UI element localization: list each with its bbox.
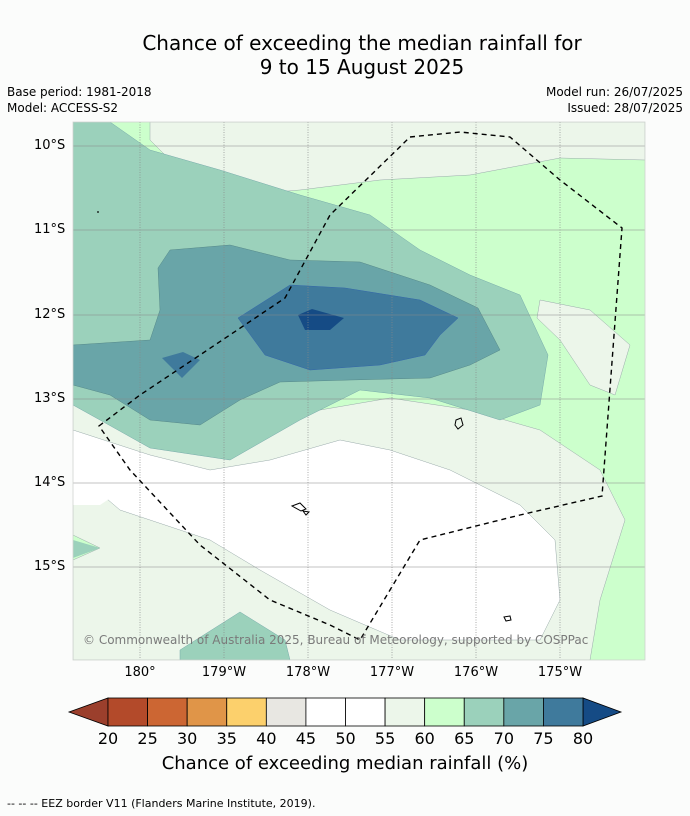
model-run: Model run: 26/07/2025 [545,85,683,99]
lat-label: 15°S [34,559,66,574]
contour-75-80 [237,284,459,371]
map-frame [72,121,646,661]
colorbar-segment [226,697,267,727]
lon-label: 178°W [285,665,331,680]
colorbar-tick-label: 40 [256,729,277,748]
colorbar-segment [503,697,544,727]
issued-date: Issued: 28/07/2025 [567,101,683,115]
model-info: Base period: 1981-2018 Model: ACCESS-S2 [7,84,152,116]
colorbar-tick-label: 65 [454,729,475,748]
lon-label: 180° [124,665,156,680]
colorbar-tick-label: 70 [493,729,515,748]
island-4 [503,615,512,622]
colorbar-under-arrow [67,697,109,727]
colorbar-segment [305,697,346,727]
colorbar-segment [543,697,584,727]
contour-75-80-west [162,352,200,378]
colorbar-tick-label: 50 [335,729,356,748]
colorbar-tick-label: 60 [414,729,435,748]
colorbar-segment [107,697,148,727]
colorbar [67,697,623,727]
graticule-meridians [139,122,561,660]
colorbar-segment [186,697,228,727]
model-name: Model: ACCESS-S2 [7,101,119,115]
lat-label: 14°S [34,475,66,490]
colorbar-tick-label: 35 [216,729,237,748]
run-info: Model run: 26/07/2025 Issued: 28/07/2025 [546,84,683,116]
island-3 [301,510,311,516]
lon-label: 175°W [537,665,583,680]
colorbar-segment [345,697,386,727]
colorbar-segment [147,697,188,727]
graticule [73,145,645,568]
lon-label: 176°W [453,665,499,680]
contour-65-70-sw [73,540,100,558]
eez-border [98,131,623,641]
island-dot [97,211,99,213]
copyright-notice: © Commonwealth of Australia 2025, Bureau… [83,633,589,647]
contour-above-80 [298,309,344,330]
lat-label: 13°S [34,391,66,406]
map-title: Chance of exceeding the median rainfall … [0,31,690,79]
colorbar-tick-label: 20 [97,729,119,748]
colorbar-tick-label: 25 [137,729,158,748]
contour-white-west [73,440,130,505]
colorbar-tick-label: 75 [533,729,554,748]
colorbar-tick-label: 30 [176,729,198,748]
colorbar-tick-label: 80 [572,729,594,748]
rainfall-map [73,122,645,660]
colorbar-segment [463,697,505,727]
title-line-2: 9 to 15 August 2025 [259,55,465,79]
lon-label: 179°W [201,665,247,680]
colorbar-segment [265,697,307,727]
lat-label: 10°S [34,138,66,153]
colorbar-tick-label: 45 [295,729,317,748]
colorbar-tick-label: 55 [374,729,396,748]
colorbar-over-arrow [582,697,623,727]
contour-65-70-south [179,611,291,660]
base-period: Base period: 1981-2018 [7,85,152,99]
colorbar-segment [384,697,426,727]
island-2 [290,502,307,512]
island-1 [454,417,464,430]
contour-east-patch [536,299,631,396]
lat-label: 11°S [34,222,66,237]
colorbar-label: Chance of exceeding median rainfall (%) [161,753,529,774]
lon-label: 177°W [369,665,415,680]
eez-footnote: -- -- -- EEZ border V11 (Flanders Marine… [7,797,316,810]
lat-label: 12°S [34,307,66,322]
title-line-1: Chance of exceeding the median rainfall … [142,31,582,55]
colorbar-segment [424,697,465,727]
